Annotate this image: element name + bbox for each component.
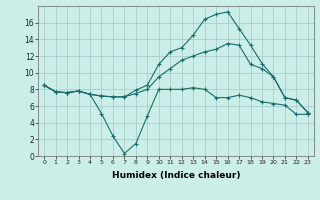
X-axis label: Humidex (Indice chaleur): Humidex (Indice chaleur) (112, 171, 240, 180)
